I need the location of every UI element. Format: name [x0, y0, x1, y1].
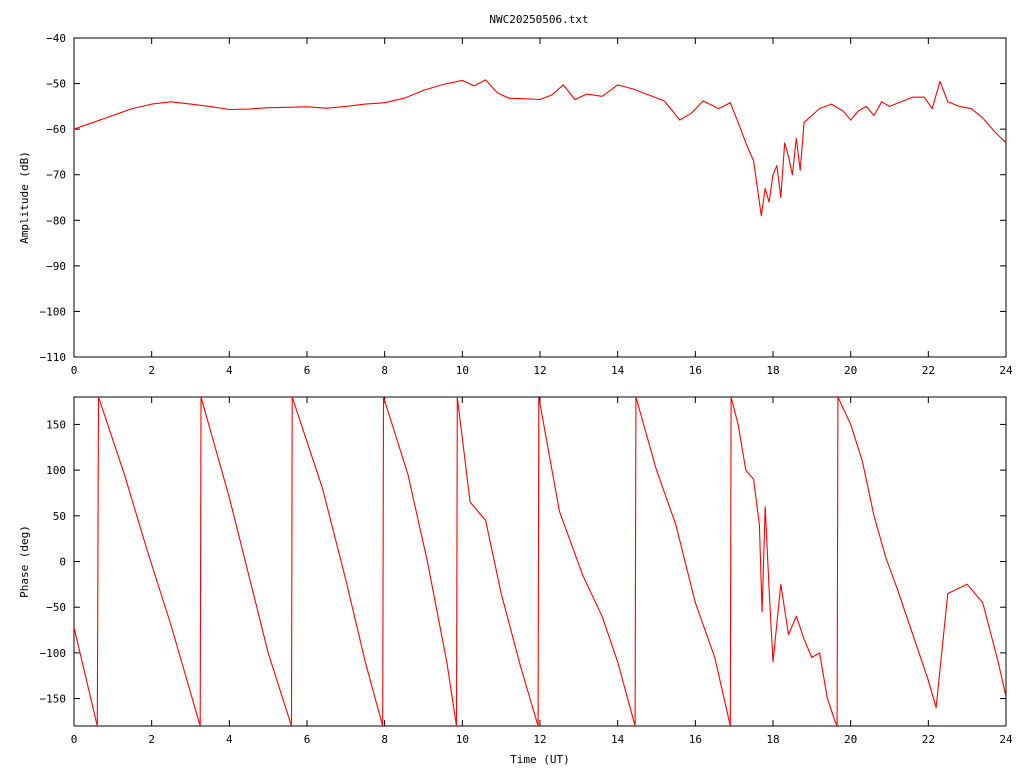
x-tick-label: 8 [381, 733, 388, 746]
y-tick-label: −40 [46, 32, 66, 45]
y-tick-label: 50 [53, 510, 66, 523]
y-tick-label: 150 [46, 418, 66, 431]
x-tick-label: 10 [456, 364, 469, 377]
x-tick-label: 10 [456, 733, 469, 746]
x-tick-label: 16 [689, 364, 702, 377]
x-tick-label: 20 [844, 733, 857, 746]
chart-0-ylabel: Amplitude (dB) [18, 151, 31, 244]
y-tick-label: −50 [46, 78, 66, 91]
chart-title: NWC20250506.txt [489, 13, 588, 26]
x-tick-label: 2 [148, 364, 155, 377]
x-tick-label: 18 [766, 733, 779, 746]
x-tick-label: 24 [999, 733, 1013, 746]
x-tick-label: 14 [611, 733, 625, 746]
x-tick-label: 12 [533, 733, 546, 746]
chart-1-series-0-segment-3 [290, 397, 384, 726]
chart-1-xlabel: Time (UT) [510, 753, 570, 766]
y-tick-label: −100 [40, 647, 67, 660]
x-tick-label: 22 [922, 364, 935, 377]
chart-0-series-0-segment-0 [74, 79, 1006, 217]
x-tick-label: 2 [148, 733, 155, 746]
x-tick-label: 0 [71, 364, 78, 377]
y-tick-label: 100 [46, 464, 66, 477]
x-tick-label: 14 [611, 364, 625, 377]
x-tick-label: 6 [304, 364, 311, 377]
x-tick-label: 4 [226, 733, 233, 746]
x-tick-label: 20 [844, 364, 857, 377]
x-tick-label: 22 [922, 733, 935, 746]
y-tick-label: 0 [59, 556, 66, 569]
y-tick-label: −70 [46, 169, 66, 182]
chart-1-series-0-segment-2 [199, 397, 293, 726]
x-tick-label: 8 [381, 364, 388, 377]
chart-1-ylabel: Phase (deg) [18, 525, 31, 598]
amplitude-panel: 0 2 4 6 8 10 12 14 16 18 20 22 24−40−50−60−70−80−90−… [18, 32, 1013, 377]
x-tick-label: 24 [999, 364, 1013, 377]
y-tick-label: −100 [40, 305, 67, 318]
chart-1-series-0-segment-8 [729, 397, 838, 726]
chart-1-series-0-segment-9 [836, 397, 1006, 726]
chart-1-series-0-segment-7 [634, 397, 731, 726]
chart-1-series-0-segment-6 [537, 397, 636, 726]
chart-1-series-0-segment-5 [455, 397, 539, 726]
y-tick-label: −80 [46, 214, 66, 227]
chart-1-series-0-segment-1 [96, 397, 201, 726]
x-tick-label: 0 [71, 733, 78, 746]
x-tick-label: 16 [689, 733, 702, 746]
chart-1-series-0-segment-0 [74, 627, 98, 726]
y-tick-label: −150 [40, 693, 67, 706]
x-tick-label: 6 [304, 733, 311, 746]
x-tick-label: 18 [766, 364, 779, 377]
y-tick-label: −110 [40, 351, 67, 364]
x-tick-label: 12 [533, 364, 546, 377]
y-tick-label: −50 [46, 601, 66, 614]
x-tick-label: 4 [226, 364, 233, 377]
chart-1-series-0-segment-4 [382, 397, 458, 726]
y-tick-label: −60 [46, 123, 66, 136]
phase-panel: 0 2 4 6 8 10 12 14 16 18 20 22 24150100500−50−100−15… [18, 396, 1013, 766]
y-tick-label: −90 [46, 260, 66, 273]
